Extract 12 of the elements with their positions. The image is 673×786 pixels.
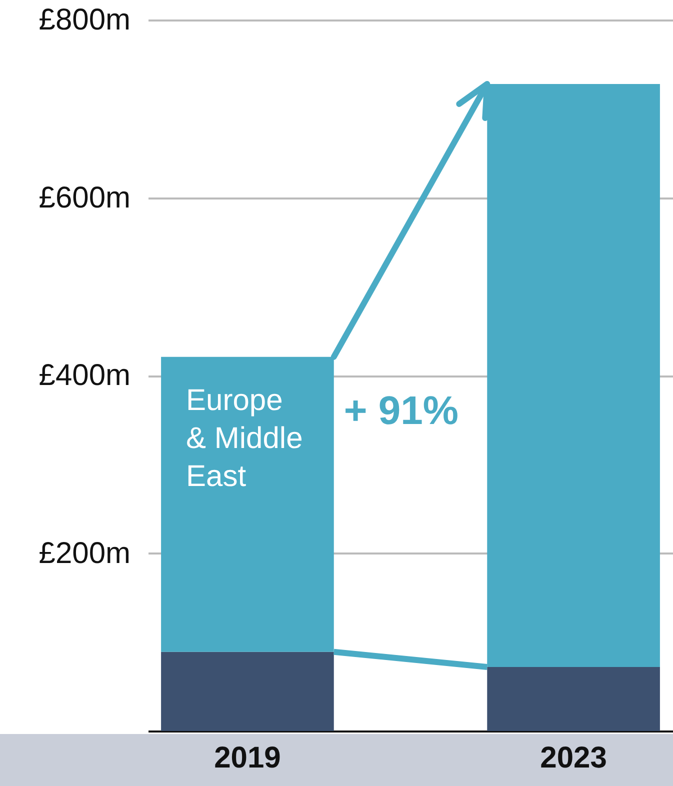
bar <box>161 356 334 652</box>
y-tick-label: £400m <box>38 359 130 392</box>
x-tick-label: 2019 <box>214 742 281 774</box>
series-label: Europe & Middle East <box>186 382 304 495</box>
y-tick-label: £600m <box>38 181 130 214</box>
bar <box>161 652 334 731</box>
y-tick-label: £800m <box>38 4 130 36</box>
x-tick-label: 2023 <box>540 742 607 774</box>
bar <box>487 84 660 668</box>
bar <box>487 667 660 731</box>
y-tick-label: £200m <box>38 536 130 570</box>
annotation: + 91% <box>344 388 458 434</box>
